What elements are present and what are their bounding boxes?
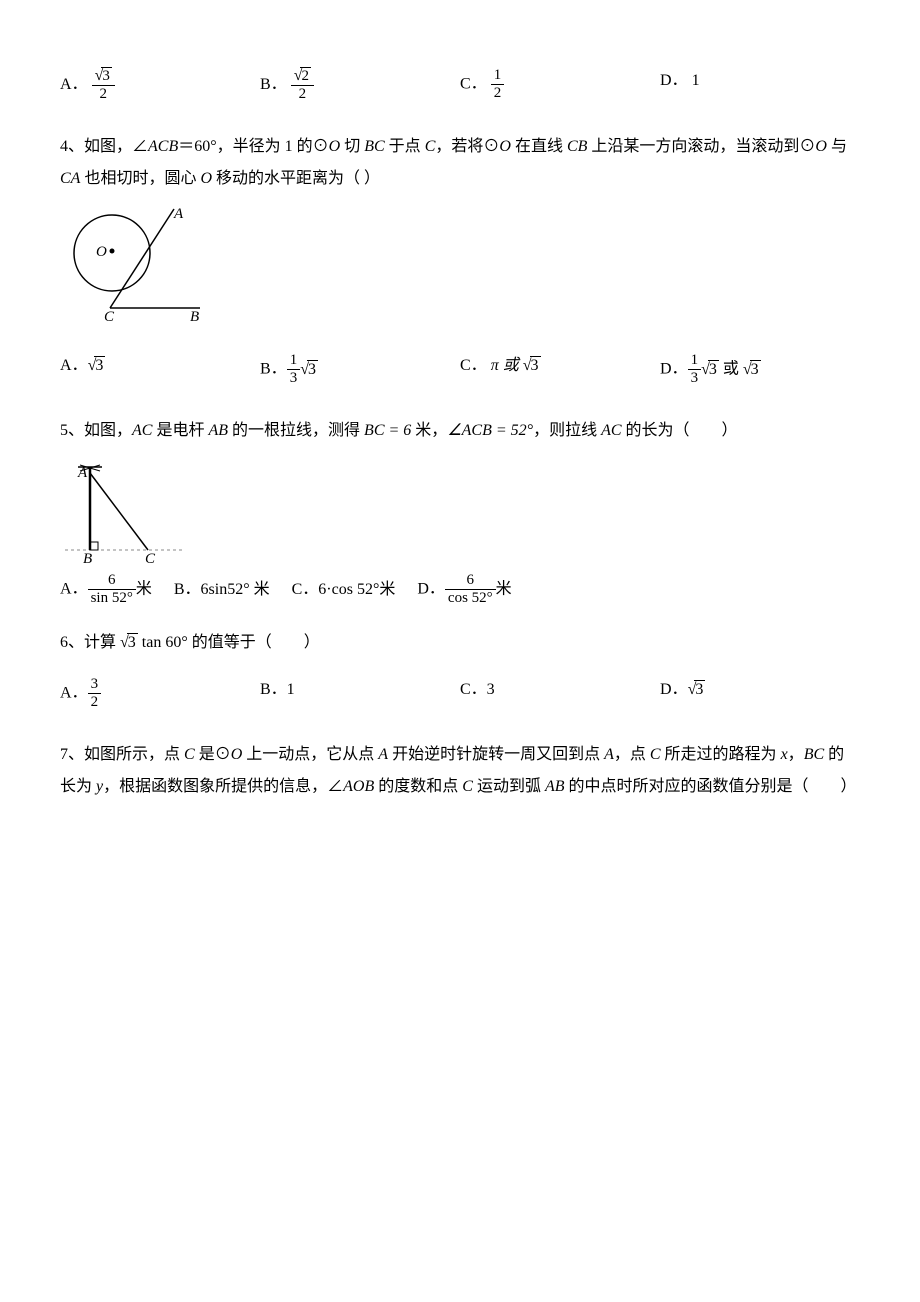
svg-text:B: B: [83, 551, 92, 565]
q6-opt-b: B．1: [260, 677, 460, 711]
svg-text:O: O: [96, 244, 107, 260]
q4-opt-a: A．√3: [60, 353, 260, 387]
q5-opt-d: D．6cos 52°米: [417, 573, 511, 607]
q6-options: A．32 B．1 C．3 D．√3: [60, 677, 860, 711]
svg-text:C: C: [145, 551, 156, 565]
q5-options: A．6sin 52°米 B．6sin52° 米 C．6·cos 52°米 D．6…: [60, 573, 860, 607]
opt-label: D．: [660, 72, 688, 89]
q5-figure: A B C: [60, 455, 190, 565]
q5-text: 5、如图，AC 是电杆 AB 的一根拉线，测得 BC = 6 米，∠ACB = …: [60, 415, 860, 447]
q5-opt-b: B．6sin52° 米: [174, 577, 270, 603]
q3-opt-d: D． 1: [660, 68, 860, 103]
q4-opt-c: C． π 或 √3: [460, 353, 660, 387]
q4-opt-b: B．13√3: [260, 353, 460, 387]
q4-figure: O A B C: [60, 203, 220, 323]
q7-text: 7、如图所示，点 C 是⊙O 上一动点，它从点 A 开始逆时针旋转一周又回到点 …: [60, 739, 860, 803]
svg-text:B: B: [190, 309, 199, 323]
q6-opt-a: A．32: [60, 677, 260, 711]
q3-options: A． √32 B． √22 C． 12 D． 1: [60, 68, 860, 103]
q3-opt-b: B． √22: [260, 68, 460, 103]
q5-opt-c: C．6·cos 52°米: [292, 577, 396, 603]
opt-label: B．: [260, 76, 287, 93]
q4-opt-d: D．13√3 或 √3: [660, 353, 860, 387]
opt-label: A．: [60, 76, 88, 93]
q5-opt-a: A．6sin 52°米: [60, 573, 152, 607]
q6-opt-d: D．√3: [660, 677, 860, 711]
q6-opt-c: C．3: [460, 677, 660, 711]
svg-text:A: A: [77, 465, 88, 481]
q3-opt-a: A． √32: [60, 68, 260, 103]
svg-text:C: C: [104, 309, 115, 323]
q4-options: A．√3 B．13√3 C． π 或 √3 D．13√3 或 √3: [60, 353, 860, 387]
q6-text: 6、计算 √3 tan 60° 的值等于（ ）: [60, 627, 860, 659]
opt-value: 1: [692, 72, 700, 89]
q3-opt-c: C． 12: [460, 68, 660, 103]
q4-text: 4、如图，∠ACB＝60°，半径为 1 的⊙O 切 BC 于点 C，若将⊙O 在…: [60, 131, 860, 195]
opt-label: C．: [460, 76, 487, 93]
svg-text:A: A: [173, 206, 184, 222]
